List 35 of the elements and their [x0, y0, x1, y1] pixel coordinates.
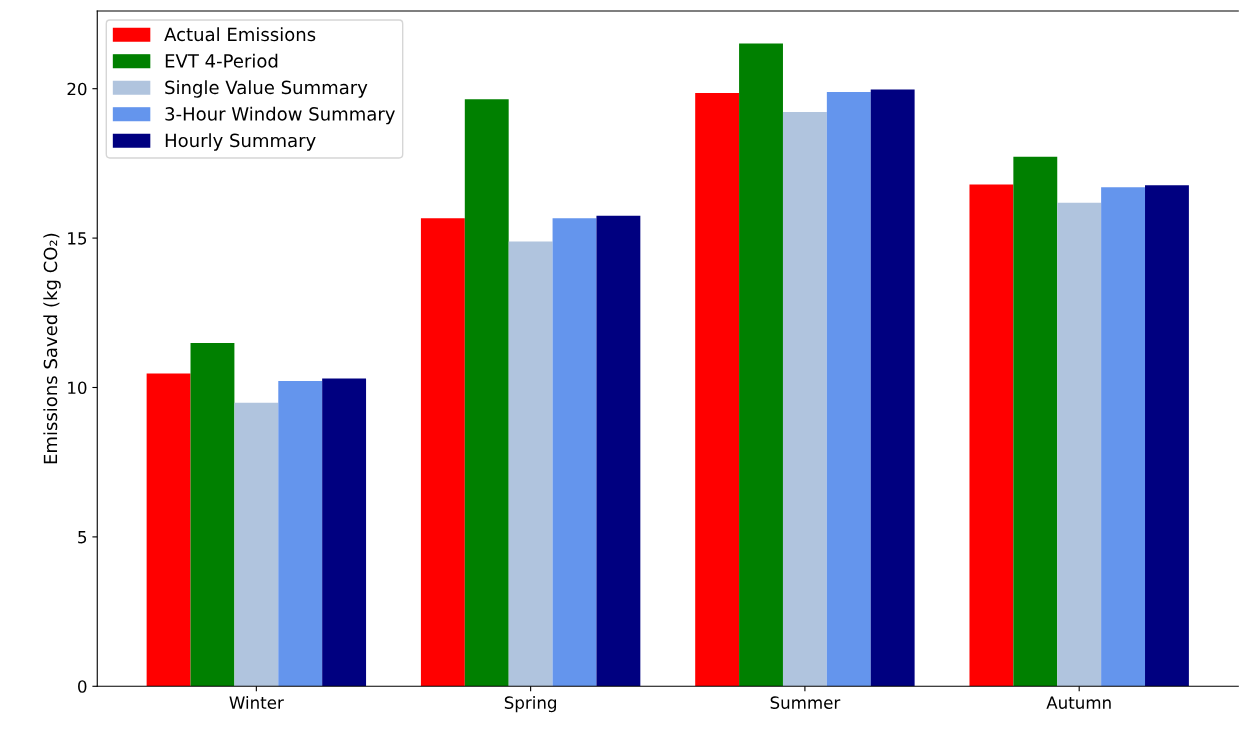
y-axis-title: Emissions Saved (kg CO₂): [43, 233, 61, 464]
bar: [826, 91, 871, 687]
y-tick-label: 15: [68, 232, 87, 245]
bar: [420, 218, 465, 687]
bar: [739, 43, 783, 687]
bar: [464, 99, 509, 687]
legend-label: Single Value Summary: [165, 80, 368, 98]
legend-label: 3-Hour Window Summary: [165, 106, 395, 125]
x-tick-label: Summer: [770, 696, 841, 709]
bar: [278, 380, 323, 687]
legend-label: EVT 4-Period: [165, 53, 278, 68]
bar: [1057, 202, 1102, 687]
x-tick-label: Spring: [504, 696, 557, 713]
legend-label: Hourly Summary: [165, 133, 316, 151]
bar: [782, 112, 827, 687]
y-tick-label: 5: [78, 531, 87, 544]
bar: [146, 373, 191, 687]
bar: [969, 184, 1014, 687]
y-tick-label: 20: [67, 82, 87, 96]
bar: [1101, 187, 1146, 687]
bar: [552, 218, 597, 687]
legend-label: Actual Emissions: [164, 27, 316, 42]
bar: [1145, 185, 1189, 687]
y-tick-label: 10: [68, 381, 87, 395]
bar: [870, 89, 915, 687]
bar: [508, 241, 553, 687]
bar: [322, 378, 367, 687]
bar: [190, 342, 235, 687]
bar: [695, 92, 740, 687]
y-tick-label: 0: [78, 680, 87, 693]
bar: [234, 402, 279, 687]
x-tick-label: Winter: [229, 696, 284, 709]
bar: [596, 215, 641, 687]
x-tick-label: Autumn: [1046, 696, 1111, 709]
bar: [1013, 156, 1058, 687]
